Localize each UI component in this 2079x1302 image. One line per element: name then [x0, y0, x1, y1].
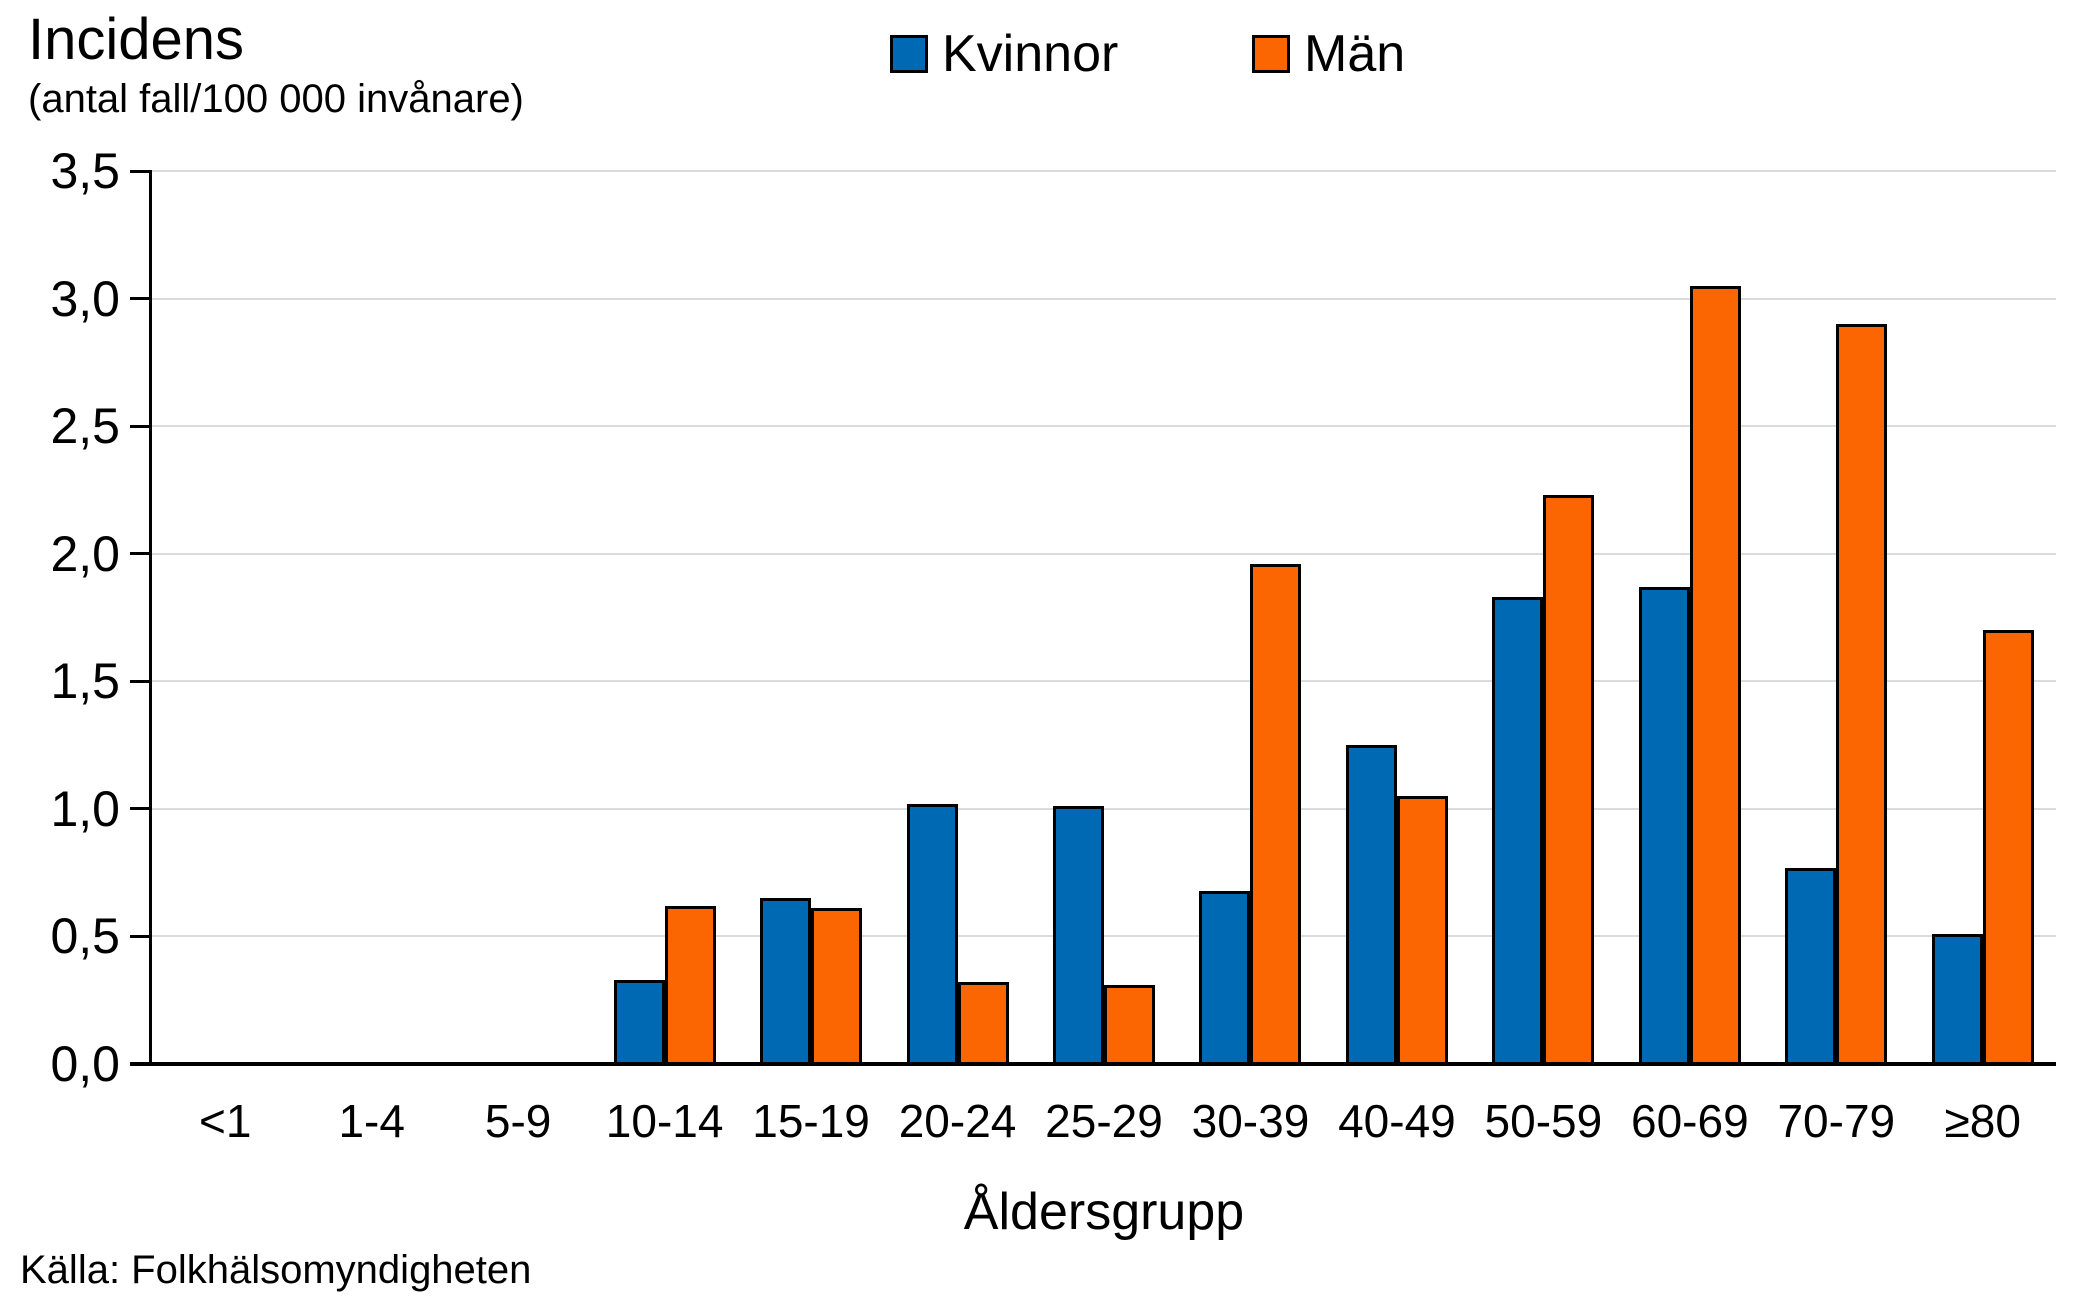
page-title: Incidens	[28, 7, 245, 72]
y-axis-tick	[130, 297, 152, 301]
gridline	[152, 297, 2056, 300]
legend-label-kvinnor: Kvinnor	[942, 25, 1119, 83]
gridline	[152, 680, 2056, 683]
x-axis-title: Åldersgrupp	[963, 1183, 1245, 1241]
source-note: Källa: Folkhälsomyndigheten	[20, 1248, 532, 1292]
gridline	[152, 807, 2056, 810]
y-axis-line	[149, 171, 152, 1064]
title-block: Incidens (antal fall/100 000 invånare)	[28, 7, 524, 121]
x-tick-label: 25-29	[1045, 1095, 1163, 1147]
y-tick-label: 1,5	[50, 653, 120, 710]
x-tick-label: 1-4	[338, 1095, 405, 1147]
x-axis-line	[130, 1062, 2056, 1066]
bar-kvinnor-40-49	[1345, 745, 1397, 1064]
page-subtitle: (antal fall/100 000 invånare)	[28, 76, 524, 121]
legend-swatch-kvinnor	[890, 35, 928, 73]
bar-kvinnor-≥80	[1931, 933, 1983, 1064]
bar-man-40-49	[1396, 796, 1448, 1064]
bar-man-≥80	[1982, 630, 2034, 1064]
bar-kvinnor-10-14	[613, 979, 665, 1064]
bar-man-60-69	[1689, 285, 1741, 1064]
gridline	[152, 425, 2056, 428]
y-axis-tick	[130, 424, 152, 428]
x-tick-label: <1	[199, 1095, 252, 1147]
x-tick-label: 15-19	[752, 1095, 870, 1147]
bar-man-70-79	[1836, 324, 1888, 1064]
legend-swatch-man	[1252, 35, 1290, 73]
bar-kvinnor-25-29	[1053, 806, 1104, 1064]
bar-kvinnor-70-79	[1785, 867, 1837, 1064]
x-tick-label: ≥80	[1944, 1095, 2021, 1147]
bar-man-50-59	[1543, 495, 1595, 1064]
y-tick-label: 3,0	[50, 270, 120, 327]
y-tick-label: 2,0	[50, 525, 120, 582]
y-tick-label: 0,5	[50, 908, 120, 965]
bar-man-25-29	[1104, 984, 1155, 1064]
bar-man-15-19	[811, 908, 863, 1064]
y-tick-label: 2,5	[50, 398, 120, 455]
gridline	[152, 170, 2056, 172]
x-tick-label: 50-59	[1484, 1095, 1603, 1147]
bar-man-30-39	[1250, 563, 1302, 1064]
x-tick-label: 30-39	[1191, 1095, 1310, 1147]
y-axis-tick	[130, 552, 152, 556]
x-tick-label: 5-9	[484, 1095, 552, 1147]
legend-item-man: Män	[1252, 24, 1405, 84]
gridline	[152, 935, 2056, 938]
x-tick-label: 20-24	[898, 1095, 1017, 1147]
bar-kvinnor-50-59	[1492, 597, 1544, 1064]
bar-kvinnor-15-19	[760, 898, 812, 1064]
legend-label-man: Män	[1304, 25, 1406, 83]
bar-kvinnor-30-39	[1199, 890, 1251, 1064]
y-axis-tick	[130, 807, 152, 811]
plot-area: 0,0 0,5 1,0 1,5 2,0 2,5 3,0 3,5 <1 1-4 5-9 10-14 15-…	[50, 143, 2056, 1146]
y-tick-label: 0,0	[50, 1036, 120, 1092]
x-tick-label: 10-14	[605, 1095, 724, 1147]
bar-kvinnor-20-24	[906, 803, 958, 1064]
y-axis-tick	[130, 679, 152, 683]
y-tick-label: 3,5	[50, 143, 120, 199]
y-axis-tick	[130, 169, 152, 173]
legend-item-kvinnor: Kvinnor	[890, 24, 1118, 84]
x-tick-label: 40-49	[1338, 1095, 1456, 1147]
bar-man-20-24	[957, 982, 1009, 1064]
gridline	[152, 552, 2056, 555]
y-tick-label: 1,0	[50, 780, 120, 837]
bar-man-10-14	[664, 905, 716, 1064]
y-axis-tick	[130, 934, 152, 938]
x-tick-label: 60-69	[1631, 1095, 1749, 1147]
x-tick-label: 70-79	[1777, 1095, 1896, 1147]
bar-kvinnor-60-69	[1638, 586, 1690, 1064]
